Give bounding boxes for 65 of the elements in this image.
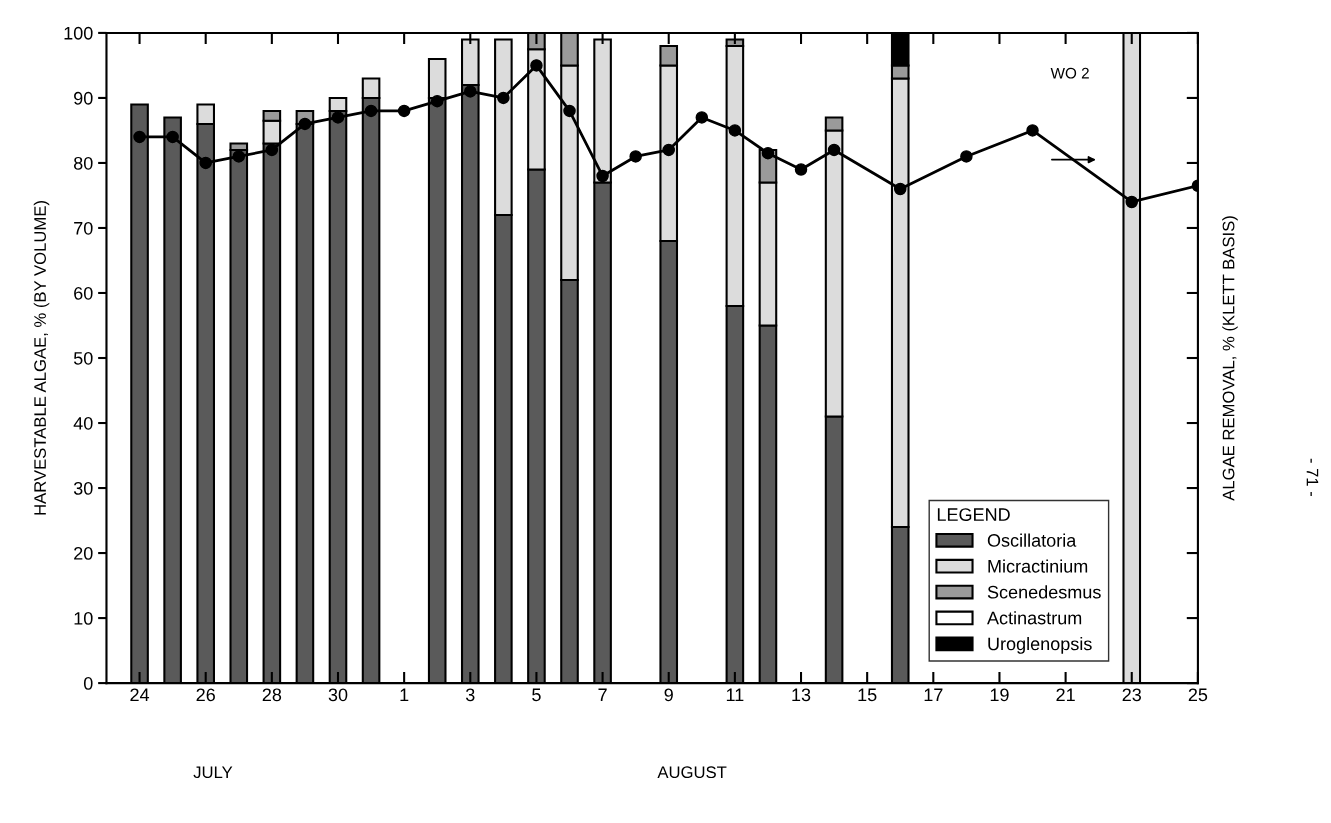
point: [497, 91, 510, 105]
x-tick-label: 26: [196, 688, 215, 702]
x-tick-label: 7: [598, 688, 607, 702]
point: [695, 111, 709, 124]
y-tick-label: 70: [74, 221, 93, 235]
point: [199, 156, 212, 170]
x-tick-label: 1: [400, 688, 409, 702]
x-tick-label: 15: [858, 688, 877, 702]
x-tick-label: 30: [328, 688, 348, 702]
y-axis-title: HARVESTABLE ALGAE, % (BY VOLUME): [33, 201, 50, 515]
text: JULY: [193, 766, 233, 779]
annotation: WO 2: [1050, 67, 1089, 79]
y-tick-label: 30: [73, 481, 93, 495]
point: [662, 143, 675, 157]
point: [761, 146, 775, 160]
point: [166, 130, 179, 144]
legend-label: Micractinium: [988, 559, 1088, 573]
point: [1125, 195, 1139, 209]
x-tick-label: 17: [924, 688, 943, 702]
y-tick-label: 0: [83, 677, 93, 690]
legend-label: Uroglenopsis: [988, 637, 1092, 654]
y-tick-label: 80: [73, 156, 93, 170]
point: [794, 163, 808, 176]
y-tick-label: 90: [74, 91, 93, 105]
point: [596, 169, 609, 183]
y-tick-label: 20: [74, 546, 93, 560]
point: [530, 59, 543, 72]
point: [728, 124, 742, 137]
point: [397, 104, 411, 118]
x-tick-label: 5: [532, 688, 541, 702]
point: [430, 94, 444, 108]
text: - 71 -: [1306, 458, 1319, 497]
y-tick-label: 50: [73, 351, 93, 365]
legend-title: LEGEND: [937, 508, 1010, 521]
point: [265, 143, 279, 157]
y-tick-label: 10: [74, 612, 93, 625]
point: [563, 104, 576, 118]
y2-axis-title: ALGAE REMOVAL, % (KLETT BASIS): [1222, 216, 1238, 501]
x-tick-label: 28: [262, 688, 282, 702]
text: AUGUST: [657, 766, 727, 779]
legend-label: Actinastrum: [987, 611, 1082, 625]
x-tick-label: 21: [1056, 688, 1075, 702]
x-tick-label: 24: [130, 688, 150, 702]
legend-label: Oscillatoria: [987, 533, 1077, 547]
point: [827, 143, 841, 157]
y-tick-label: 60: [74, 286, 93, 300]
y-tick-label: 100: [64, 26, 93, 40]
point: [133, 130, 146, 144]
point: [331, 111, 345, 124]
x-tick-label: 9: [664, 688, 673, 702]
legend-label: Scenedesmus: [987, 585, 1101, 599]
x-tick-label: 19: [990, 688, 1009, 702]
x-tick-label: 23: [1122, 688, 1141, 702]
y-tick-label: 40: [73, 416, 93, 430]
point: [960, 150, 973, 163]
point: [629, 150, 642, 163]
point: [1026, 124, 1039, 137]
point: [464, 85, 477, 98]
x-tick-label: 11: [726, 688, 744, 702]
point: [232, 150, 246, 163]
point: [893, 182, 907, 196]
x-tick-label: 3: [465, 688, 475, 702]
x-tick-label: 13: [792, 688, 811, 702]
x-tick-label: 25: [1188, 688, 1208, 702]
point: [364, 104, 378, 118]
